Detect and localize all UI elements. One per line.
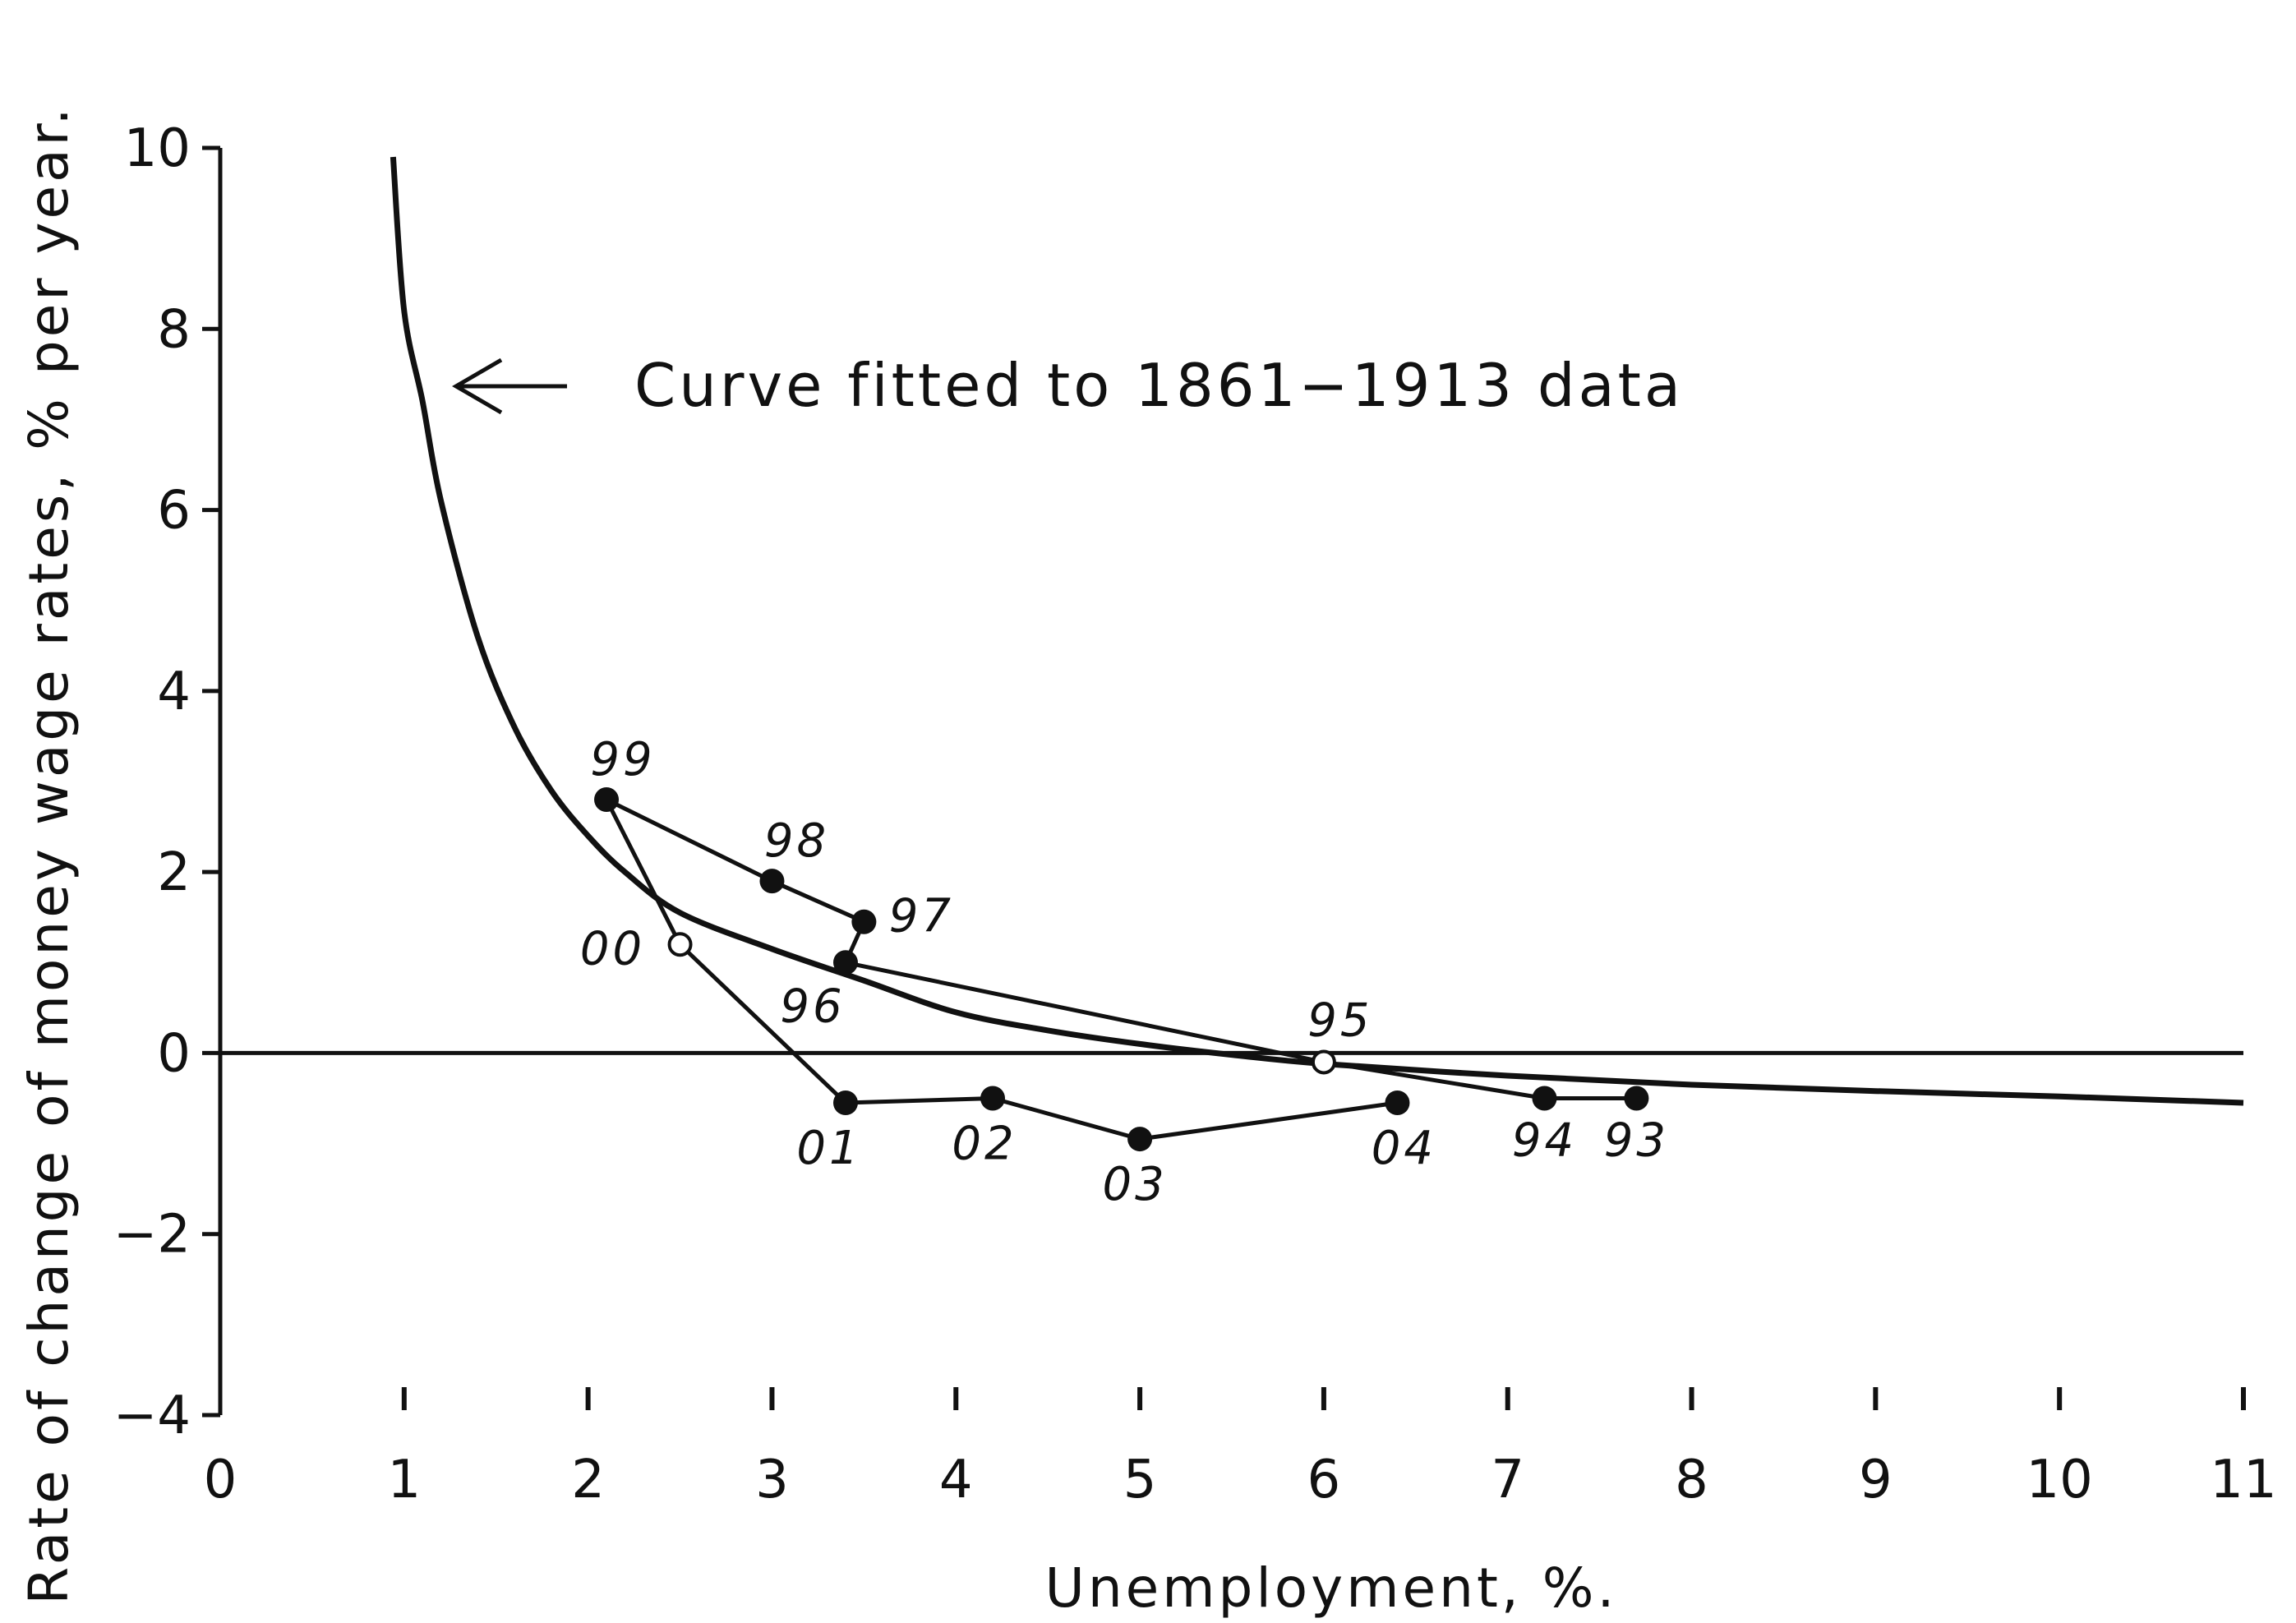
fitted-curve-layer xyxy=(390,156,2244,1106)
data-point-95 xyxy=(1311,1049,1336,1075)
data-point-03 xyxy=(1127,1127,1153,1152)
fitted-curve xyxy=(390,156,2244,1106)
point-label-99: 99 xyxy=(590,733,655,786)
data-point-97 xyxy=(851,909,877,934)
y-tick-label: 8 xyxy=(157,299,191,360)
x-tick-label: 8 xyxy=(1675,1450,1708,1510)
y-tick-label: −2 xyxy=(113,1205,191,1266)
data-point-94 xyxy=(1532,1086,1557,1111)
point-label-94: 94 xyxy=(1512,1114,1577,1168)
data-point-98 xyxy=(759,869,785,894)
data-point-01 xyxy=(832,1090,858,1116)
x-axis-title: Unemployment, %. xyxy=(1045,1556,1618,1620)
x-tick-label: 9 xyxy=(1859,1450,1893,1510)
x-tick-label: 4 xyxy=(939,1450,973,1510)
x-tick-label: 7 xyxy=(1491,1450,1524,1510)
data-point-00 xyxy=(667,932,693,957)
point-label-98: 98 xyxy=(764,814,829,868)
axes xyxy=(218,148,2243,1415)
series-layer xyxy=(594,787,1649,1152)
data-point-04 xyxy=(1385,1090,1410,1116)
labels-layer: 93 94 95 96 97 98 99 00 01 02 03 04 xyxy=(580,733,1669,1211)
y-tick-label: 4 xyxy=(157,662,191,722)
y-tick-label: 0 xyxy=(157,1023,191,1084)
x-tick-label: 5 xyxy=(1123,1450,1157,1510)
data-point-02 xyxy=(980,1086,1006,1111)
point-label-93: 93 xyxy=(1604,1114,1669,1168)
y-tick-label: 2 xyxy=(157,842,191,903)
annotation-arrow xyxy=(452,357,567,415)
x-tick-label: 0 xyxy=(204,1450,237,1510)
x-tick-label: 10 xyxy=(2026,1450,2092,1510)
point-label-04: 04 xyxy=(1372,1122,1436,1175)
x-tick-label: 6 xyxy=(1307,1450,1341,1510)
point-label-01: 01 xyxy=(796,1122,861,1175)
annotation-text: Curve fitted to 1861−1913 data xyxy=(634,351,1684,420)
data-point-93 xyxy=(1624,1086,1649,1111)
data-point-96 xyxy=(832,950,858,975)
y-tick-label: −4 xyxy=(113,1386,191,1446)
point-label-96: 96 xyxy=(780,980,845,1033)
x-tick-label: 11 xyxy=(2210,1450,2276,1510)
point-label-02: 02 xyxy=(952,1118,1017,1171)
point-label-03: 03 xyxy=(1102,1158,1167,1211)
series-path xyxy=(602,795,1637,1141)
annotation: Curve fitted to 1861−1913 data xyxy=(452,351,1684,420)
data-point-99 xyxy=(594,787,620,813)
y-tick-label: 10 xyxy=(124,118,191,179)
y-axis-title: Rate of change of money wage rates, % pe… xyxy=(17,104,81,1604)
x-tick-label: 2 xyxy=(571,1450,605,1510)
x-tick-label: 1 xyxy=(387,1450,421,1510)
point-label-97: 97 xyxy=(889,890,954,943)
x-tick-label: 3 xyxy=(755,1450,789,1510)
y-tick-label: 6 xyxy=(157,481,191,542)
point-label-00: 00 xyxy=(580,922,645,975)
point-label-95: 95 xyxy=(1307,994,1372,1047)
